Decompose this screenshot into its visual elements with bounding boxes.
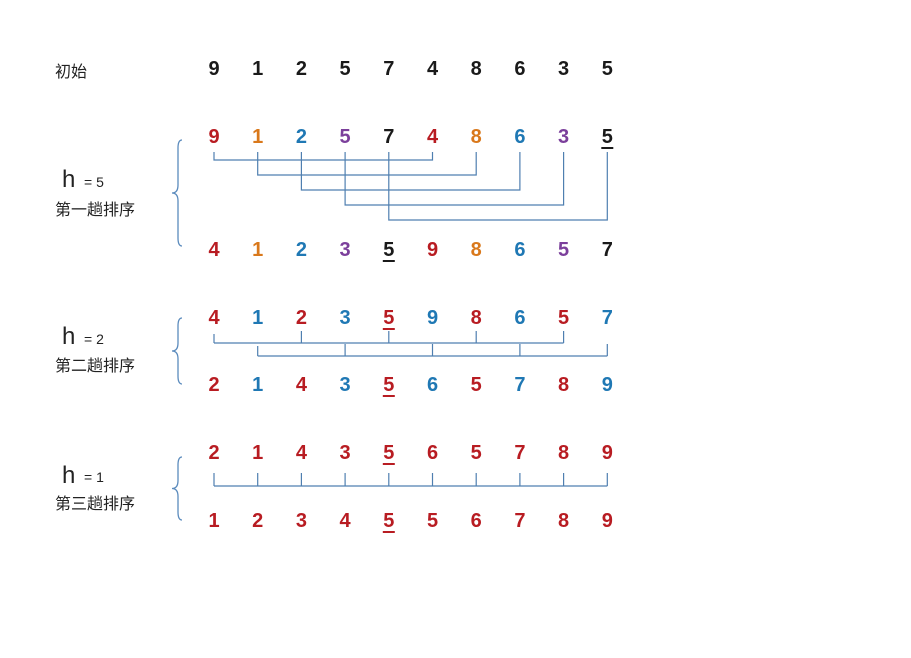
pass1-brace (171, 139, 183, 247)
pass1-connector-4 (388, 152, 608, 221)
pass2-before-digit-1: 1 (252, 307, 263, 329)
pass1-after-digit-9: 7 (602, 239, 613, 261)
pass3-h-value: = 1 (84, 469, 104, 485)
initial-digit-1: 1 (252, 58, 263, 80)
initial-digit-4: 7 (383, 58, 394, 80)
pass3-after-digit-7: 7 (514, 510, 525, 532)
pass3-after-digit-8: 8 (558, 510, 569, 532)
pass2-after-digit-0: 2 (208, 374, 219, 396)
pass1-after-digit-7: 6 (514, 239, 525, 261)
pass1-h-value: = 5 (84, 174, 104, 190)
pass1-before-digit-7: 6 (514, 126, 525, 148)
pass3-before-digit-9: 9 (602, 442, 613, 464)
pass1-before-digit-8: 3 (558, 126, 569, 148)
initial-digit-3: 5 (340, 58, 351, 80)
pass1-before-digit-4: 7 (383, 126, 394, 148)
pass3-after-digit-5: 5 (427, 510, 438, 532)
pass1-after-digit-2: 2 (296, 239, 307, 261)
pass1-after-digit-3: 3 (340, 239, 351, 261)
initial-digit-9: 5 (602, 58, 613, 80)
pass3-before-digit-3: 3 (340, 442, 351, 464)
initial-digit-2: 2 (296, 58, 307, 80)
pass2-after-digit-8: 8 (558, 374, 569, 396)
initial-digit-0: 9 (208, 58, 219, 80)
pass3-after-digit-6: 6 (471, 510, 482, 532)
initial-digit-6: 8 (471, 58, 482, 80)
pass1-connector-1 (257, 152, 477, 176)
pass2-before-digit-0: 4 (208, 307, 220, 329)
pass1-h-symbol: h (62, 166, 76, 193)
initial-digit-7: 6 (514, 58, 525, 80)
pass1-after-digit-8: 5 (558, 239, 569, 261)
initial-digit-5: 4 (427, 58, 439, 80)
pass1-before-digit-5: 4 (427, 126, 439, 148)
pass1-before-digit-6: 8 (471, 126, 482, 148)
pass3-label: 第三趟排序 (55, 494, 136, 513)
pass1-connector-2 (300, 152, 521, 191)
pass3-before-digit-8: 8 (558, 442, 569, 464)
pass1-connector-0 (213, 152, 434, 161)
pass2-before-digit-6: 8 (471, 307, 482, 329)
pass3-after-digit-4: 5 (383, 510, 394, 532)
pass3-before-digit-1: 1 (252, 442, 263, 464)
pass3-after-digit-1: 2 (252, 510, 263, 532)
pass1-label: 第一趟排序 (55, 200, 136, 219)
pass1-after-digit-1: 1 (252, 239, 263, 261)
pass1-after-digit-6: 8 (471, 239, 482, 261)
pass3-brace (171, 456, 183, 521)
pass1-before-digit-9: 5 (602, 126, 613, 148)
pass3-before-digit-2: 4 (296, 442, 308, 464)
pass3-h-symbol: h (62, 462, 76, 489)
initial-digit-8: 3 (558, 58, 569, 80)
pass3-after-digit-0: 1 (208, 510, 219, 532)
pass1-before-digit-3: 5 (340, 126, 351, 148)
pass1-before-digit-1: 1 (252, 126, 263, 148)
pass2-before-digit-7: 6 (514, 307, 525, 329)
pass2-h-symbol: h (62, 323, 76, 350)
pass2-h-value: = 2 (84, 331, 104, 347)
pass1-after-digit-0: 4 (208, 239, 220, 261)
pass1-after-digit-5: 9 (427, 239, 438, 261)
pass1-connector-3 (344, 152, 565, 206)
pass2-before-digit-2: 2 (296, 307, 307, 329)
pass2-label: 第二趟排序 (55, 356, 136, 375)
pass2-after-digit-2: 4 (296, 374, 308, 396)
pass3-before-digit-7: 7 (514, 442, 525, 464)
initial-label: 初始 (55, 62, 88, 81)
pass3-after-digit-2: 3 (296, 510, 307, 532)
pass2-after-digit-9: 9 (602, 374, 613, 396)
pass2-after-digit-5: 6 (427, 374, 438, 396)
pass2-after-digit-6: 5 (471, 374, 482, 396)
pass2-before-digit-4: 5 (383, 307, 394, 329)
pass2-brace (171, 317, 183, 385)
pass2-after-digit-3: 3 (340, 374, 351, 396)
pass2-after-digit-1: 1 (252, 374, 263, 396)
pass1-after-digit-4: 5 (383, 239, 394, 261)
pass3-before-digit-4: 5 (383, 442, 394, 464)
pass2-before-digit-3: 3 (340, 307, 351, 329)
pass2-after-digit-7: 7 (514, 374, 525, 396)
pass3-before-digit-0: 2 (208, 442, 219, 464)
pass3-after-digit-9: 9 (602, 510, 613, 532)
pass2-before-digit-8: 5 (558, 307, 569, 329)
pass3-before-digit-6: 5 (471, 442, 482, 464)
pass1-before-digit-0: 9 (208, 126, 219, 148)
pass2-after-digit-4: 5 (383, 374, 394, 396)
pass2-before-digit-9: 7 (602, 307, 613, 329)
pass3-after-digit-3: 4 (340, 510, 352, 532)
pass1-before-digit-2: 2 (296, 126, 307, 148)
pass2-before-digit-5: 9 (427, 307, 438, 329)
pass3-before-digit-5: 6 (427, 442, 438, 464)
